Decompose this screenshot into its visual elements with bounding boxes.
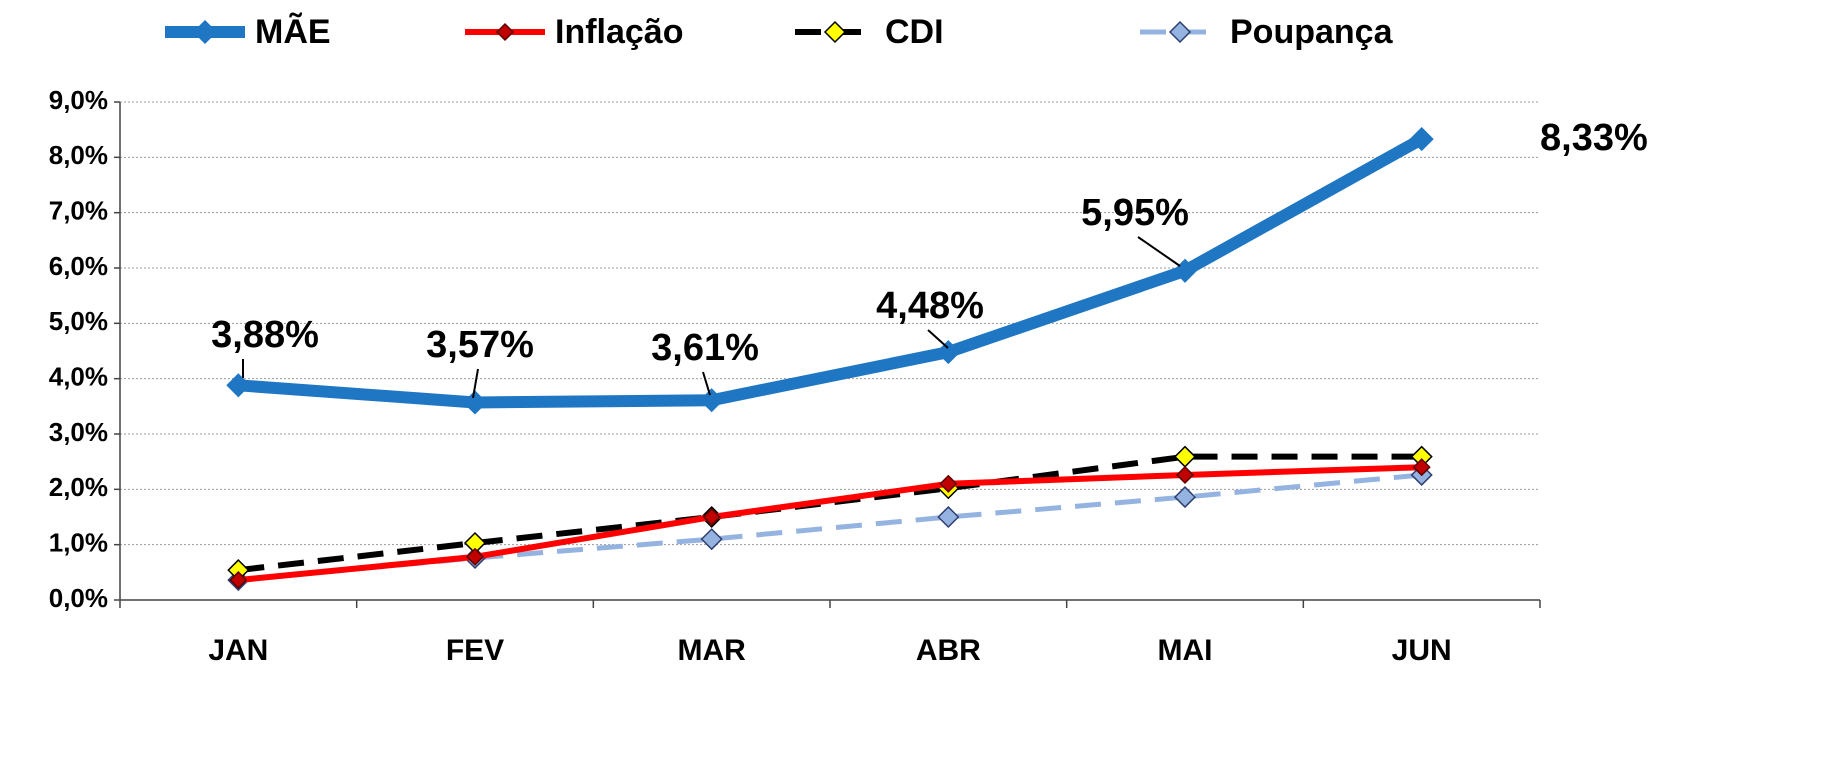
y-tick-label: 5,0%: [49, 306, 108, 336]
y-tick-label: 0,0%: [49, 583, 108, 613]
marker: [1173, 445, 1197, 468]
marker: [699, 388, 724, 413]
marker: [700, 528, 723, 551]
marker: [226, 373, 251, 398]
data-label: 3,61%: [651, 327, 759, 369]
series-line: [237, 133, 1425, 409]
marker: [939, 474, 958, 493]
y-tick-label: 1,0%: [49, 528, 108, 558]
x-tick-label: JAN: [208, 634, 268, 667]
leader-line: [472, 368, 479, 399]
data-label: 3,57%: [426, 324, 534, 366]
y-tick-label: 8,0%: [49, 140, 108, 170]
leader-line: [702, 371, 711, 396]
x-tick-label: MAI: [1158, 634, 1213, 667]
legend-label: Inflação: [555, 13, 683, 51]
data-label: 4,48%: [876, 285, 984, 327]
marker: [702, 507, 721, 527]
x-tick-label: FEV: [446, 634, 504, 667]
marker: [229, 571, 248, 590]
y-tick-label: 2,0%: [49, 472, 108, 502]
marker: [1409, 127, 1434, 152]
leader-line: [1137, 236, 1181, 267]
y-tick-label: 7,0%: [49, 196, 108, 226]
marker: [462, 390, 488, 415]
x-tick-label: ABR: [916, 634, 981, 667]
legend-label: CDI: [885, 13, 944, 51]
x-tick-label: JUN: [1392, 634, 1452, 667]
y-tick-label: 6,0%: [49, 251, 108, 281]
y-tick-label: 9,0%: [49, 85, 108, 115]
y-tick-label: 3,0%: [49, 417, 108, 447]
legend-label: MÃE: [255, 13, 331, 51]
marker: [937, 505, 960, 529]
marker: [465, 547, 485, 566]
legend-marker: [1168, 20, 1192, 44]
series-line: [238, 464, 1422, 584]
legend-label: Poupança: [1230, 13, 1394, 51]
marker: [1412, 458, 1431, 477]
legend-marker: [495, 22, 515, 42]
legend-marker: [823, 20, 847, 44]
marker: [936, 340, 961, 365]
data-label: 3,88%: [211, 314, 319, 356]
legend-marker: [192, 19, 218, 45]
data-label: 8,33%: [1540, 117, 1648, 159]
marker: [1175, 465, 1195, 485]
x-tick-label: MAR: [678, 634, 747, 667]
leader-line: [927, 329, 949, 349]
data-label: 5,95%: [1081, 192, 1189, 234]
marker: [1173, 486, 1197, 509]
y-tick-label: 4,0%: [49, 362, 108, 392]
